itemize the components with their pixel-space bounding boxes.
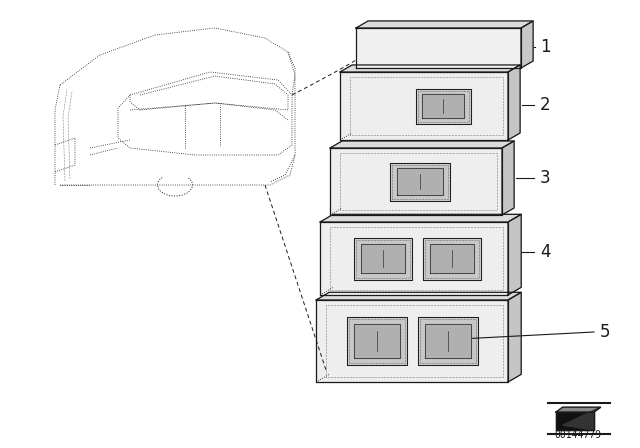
Polygon shape: [340, 65, 520, 72]
Polygon shape: [316, 300, 508, 382]
Polygon shape: [361, 244, 405, 273]
Polygon shape: [390, 163, 450, 201]
Polygon shape: [330, 141, 514, 148]
Polygon shape: [397, 168, 443, 195]
Text: 5: 5: [600, 323, 611, 341]
Polygon shape: [430, 244, 474, 273]
Polygon shape: [508, 65, 520, 140]
Text: 3: 3: [540, 169, 550, 187]
Polygon shape: [563, 407, 600, 430]
Polygon shape: [354, 324, 399, 358]
Polygon shape: [556, 412, 594, 430]
Polygon shape: [422, 94, 464, 118]
Text: 1: 1: [540, 38, 550, 56]
Polygon shape: [502, 141, 514, 215]
Polygon shape: [425, 324, 470, 358]
Polygon shape: [347, 317, 407, 365]
Polygon shape: [340, 72, 508, 140]
Polygon shape: [418, 317, 477, 365]
Polygon shape: [424, 237, 481, 280]
Text: 2: 2: [540, 96, 550, 114]
Polygon shape: [415, 89, 470, 124]
Polygon shape: [320, 214, 521, 222]
Polygon shape: [354, 237, 412, 280]
Polygon shape: [320, 222, 508, 295]
Text: 4: 4: [540, 243, 550, 261]
Text: 00144779: 00144779: [554, 430, 602, 440]
Polygon shape: [316, 293, 521, 300]
Polygon shape: [330, 148, 502, 215]
Polygon shape: [556, 407, 600, 412]
Polygon shape: [356, 28, 521, 68]
Polygon shape: [521, 21, 533, 68]
Polygon shape: [508, 293, 521, 382]
Polygon shape: [356, 21, 533, 28]
Polygon shape: [508, 214, 521, 295]
